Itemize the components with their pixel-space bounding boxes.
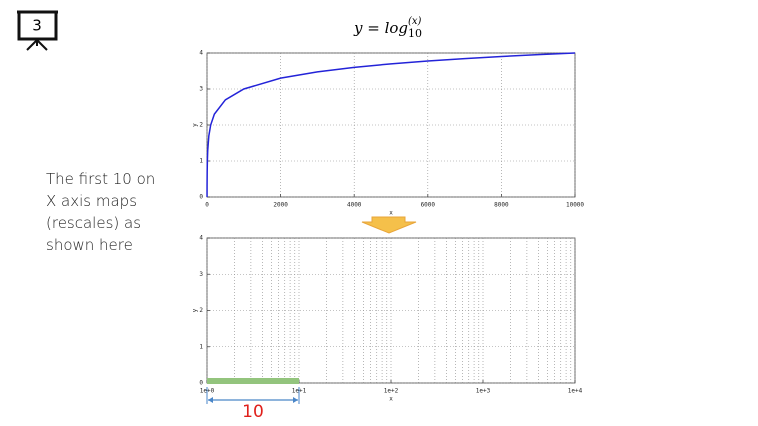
y-tick-label: 2 bbox=[199, 122, 203, 129]
y-tick-label: 0 bbox=[199, 380, 203, 387]
chart-title: y = log10(x) bbox=[353, 16, 422, 41]
transition-arrow bbox=[361, 216, 417, 234]
y-tick-label: 0 bbox=[199, 194, 203, 201]
title-subscript: 10 bbox=[408, 27, 422, 40]
arrow-head bbox=[208, 397, 213, 403]
y-tick-label: 4 bbox=[199, 50, 203, 57]
y-tick-label: 3 bbox=[199, 86, 203, 93]
arrow-head bbox=[293, 397, 298, 403]
y-tick-label: 3 bbox=[199, 271, 203, 278]
x-tick-label: 1e+2 bbox=[384, 388, 399, 395]
x-axis-label: x bbox=[389, 210, 393, 217]
highlight-span bbox=[207, 378, 299, 384]
x-tick-label: 6000 bbox=[421, 202, 436, 209]
x-tick-label: 8000 bbox=[494, 202, 509, 209]
y-tick-label: 2 bbox=[199, 307, 203, 314]
y-axis-label: y bbox=[192, 123, 199, 127]
x-tick-label: 10000 bbox=[566, 202, 584, 209]
span-annotation: 10 bbox=[242, 402, 264, 422]
note: The first 10 on X axis maps (rescales) as s… bbox=[46, 168, 186, 256]
x-tick-label: 1e+4 bbox=[568, 388, 583, 395]
data-line bbox=[206, 52, 576, 198]
slide-number: 3 bbox=[32, 17, 42, 35]
note-line: The first 10 on bbox=[46, 170, 156, 188]
x-tick-label: 1e+3 bbox=[476, 388, 491, 395]
note-line: shown here bbox=[46, 236, 133, 254]
y-axis-label: y bbox=[192, 308, 199, 312]
x-tick-label: 4000 bbox=[347, 202, 362, 209]
x-tick-label: 0 bbox=[205, 202, 209, 209]
x-axis-label: x bbox=[389, 396, 393, 403]
note-line: (rescales) as bbox=[46, 214, 142, 232]
title-main: y = log bbox=[353, 19, 408, 37]
y-tick-label: 4 bbox=[199, 235, 203, 242]
slide-number-icon: 3 bbox=[17, 10, 58, 51]
y-tick-label: 1 bbox=[199, 343, 203, 350]
y-tick-label: 1 bbox=[199, 158, 203, 165]
note-line: X axis maps bbox=[46, 192, 138, 210]
x-tick-label: 2000 bbox=[273, 202, 288, 209]
title-superscript: (x) bbox=[408, 16, 422, 27]
